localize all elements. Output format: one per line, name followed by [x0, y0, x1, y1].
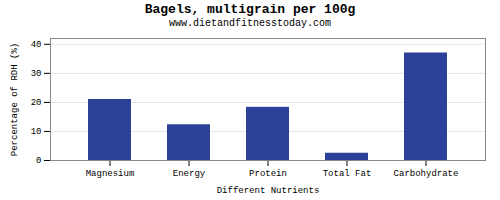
svg-text:Total Fat: Total Fat: [323, 169, 372, 179]
svg-text:Different Nutrients: Different Nutrients: [217, 186, 320, 196]
svg-text:Magnesium: Magnesium: [86, 169, 135, 179]
svg-text:Percentage of RDH (%): Percentage of RDH (%): [10, 43, 20, 156]
html-text:www.dietandfitnesstoday.com: www.dietandfitnesstoday.com: [169, 18, 331, 29]
svg-text:Carbohydrate: Carbohydrate: [394, 169, 459, 179]
svg-text:Protein: Protein: [249, 169, 287, 179]
svg-text:30: 30: [31, 69, 42, 79]
svg-text:40: 40: [31, 40, 42, 50]
svg-text:10: 10: [31, 127, 42, 137]
svg-text:20: 20: [31, 98, 42, 108]
svg-text:Energy: Energy: [173, 169, 206, 179]
svg-text:0: 0: [36, 156, 41, 166]
html-text:Bagels, multigrain per 100g: Bagels, multigrain per 100g: [144, 2, 356, 17]
